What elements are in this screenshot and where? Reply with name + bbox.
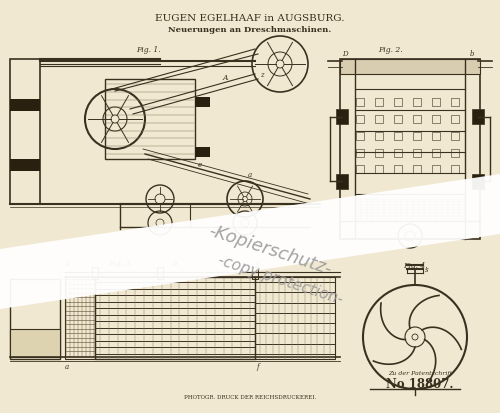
Text: No 18807.: No 18807. <box>386 377 454 391</box>
Bar <box>432 116 440 124</box>
Polygon shape <box>0 175 500 309</box>
Text: A: A <box>222 74 228 82</box>
Text: a: a <box>248 171 252 178</box>
Bar <box>413 133 421 141</box>
Bar <box>472 110 484 125</box>
Bar <box>336 175 348 190</box>
Bar <box>95 277 255 359</box>
Bar <box>375 150 383 158</box>
Bar <box>356 133 364 141</box>
Bar <box>375 133 383 141</box>
Bar <box>432 133 440 141</box>
Text: Neuerungen an Dreschmaschinen.: Neuerungen an Dreschmaschinen. <box>168 26 332 34</box>
Bar <box>375 166 383 173</box>
Bar <box>105 80 195 159</box>
Bar <box>157 267 163 279</box>
Bar <box>451 150 459 158</box>
Bar <box>65 277 95 359</box>
Text: -Kopierschutz-: -Kopierschutz- <box>206 221 334 278</box>
Text: c: c <box>256 259 260 267</box>
Text: Fig. 3.: Fig. 3. <box>108 259 132 267</box>
Text: Fig. 1.: Fig. 1. <box>136 46 160 54</box>
Bar <box>451 166 459 173</box>
Text: e: e <box>198 161 202 169</box>
Bar <box>340 60 480 75</box>
Bar <box>413 166 421 173</box>
Text: s: s <box>425 266 428 273</box>
Text: D: D <box>342 50 347 58</box>
Text: Fig. 2.: Fig. 2. <box>378 46 402 54</box>
Bar <box>195 147 210 158</box>
Bar <box>356 116 364 124</box>
Bar <box>336 110 348 125</box>
Text: z: z <box>260 71 264 79</box>
Bar <box>356 99 364 107</box>
Bar <box>451 99 459 107</box>
Text: f: f <box>256 362 260 370</box>
Bar <box>413 150 421 158</box>
Bar <box>413 116 421 124</box>
Bar <box>356 166 364 173</box>
Text: PHOTOGR. DRUCK DER REICHSDRUCKEREI.: PHOTOGR. DRUCK DER REICHSDRUCKEREI. <box>184 394 316 399</box>
Bar <box>10 279 60 359</box>
Bar <box>375 99 383 107</box>
Bar <box>432 99 440 107</box>
Bar <box>472 175 484 190</box>
Bar <box>451 116 459 124</box>
Bar <box>356 150 364 158</box>
Bar <box>432 150 440 158</box>
Bar <box>394 116 402 124</box>
Text: Fig. 4.: Fig. 4. <box>402 261 427 269</box>
Text: EUGEN EGELHAAF in AUGSBURG.: EUGEN EGELHAAF in AUGSBURG. <box>155 14 345 23</box>
Bar <box>252 267 258 279</box>
Bar <box>340 60 480 240</box>
Bar <box>432 166 440 173</box>
Text: b: b <box>470 50 474 58</box>
Bar <box>451 133 459 141</box>
Bar <box>92 267 98 279</box>
Bar <box>10 60 40 204</box>
Bar <box>394 166 402 173</box>
Bar <box>10 329 60 357</box>
Bar <box>394 99 402 107</box>
Text: b: b <box>173 259 177 267</box>
Bar <box>375 116 383 124</box>
Bar <box>394 150 402 158</box>
Text: A: A <box>64 259 70 267</box>
Text: Zu der Patentschrift: Zu der Patentschrift <box>388 370 452 375</box>
Text: -copy protection-: -copy protection- <box>216 252 344 306</box>
Bar <box>255 277 335 359</box>
Bar <box>195 98 210 108</box>
Bar <box>10 100 40 112</box>
Bar <box>10 159 40 171</box>
Bar <box>394 133 402 141</box>
Bar <box>413 99 421 107</box>
Text: a: a <box>65 362 69 370</box>
